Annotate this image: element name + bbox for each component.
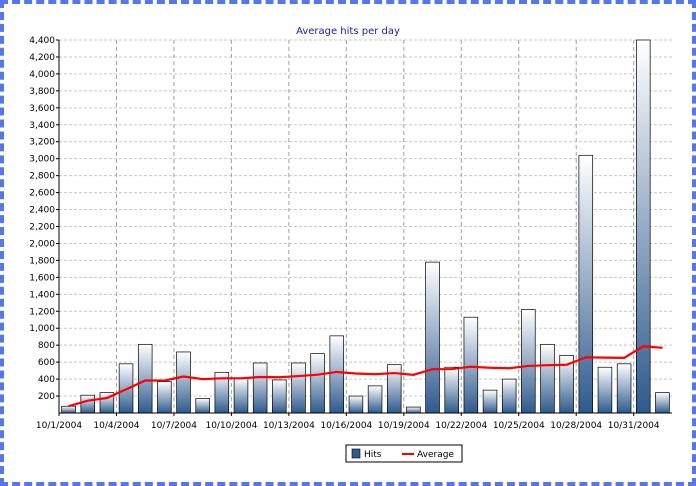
- bar-10/25/2004: [521, 309, 536, 414]
- y-tick-label-14: 3,000: [29, 155, 55, 165]
- bar-10/11/2004: [252, 362, 268, 414]
- bar-10/2/2004: [80, 394, 95, 414]
- bar-10/5/2004: [137, 343, 153, 414]
- bar-10/18/2004: [386, 364, 402, 414]
- legend-hits-label: Hits: [364, 450, 382, 460]
- bar-10/17/2004: [367, 385, 383, 414]
- y-tick-label-21: 4,400: [29, 36, 55, 46]
- x-tick-label-9: 10/28/2004: [550, 421, 602, 431]
- bar-10/22/2004: [463, 316, 479, 414]
- y-tick-label-6: 1,400: [29, 290, 55, 300]
- y-tick-label-18: 3,800: [29, 87, 55, 97]
- bar-10/28/2004: [578, 154, 594, 414]
- y-tick-label-9: 2,000: [29, 239, 55, 249]
- bar-10/13/2004: [291, 362, 306, 414]
- x-tick-label-4: 10/13/2004: [263, 421, 315, 431]
- y-tick-label-20: 4,200: [29, 53, 55, 63]
- y-tick-label-13: 2,800: [29, 172, 55, 182]
- bar-10/30/2004: [616, 363, 632, 414]
- bar-10/12/2004: [272, 379, 287, 414]
- x-tick-label-1: 10/4/2004: [93, 421, 139, 431]
- y-tick-label-10: 2,200: [29, 223, 55, 233]
- y-tick-label-2: 600: [38, 358, 55, 368]
- bar-10/29/2004: [597, 366, 613, 414]
- bar-10/23/2004: [482, 389, 498, 414]
- x-tick-label-5: 10/16/2004: [320, 421, 372, 431]
- x-tick-label-0: 10/1/2004: [36, 421, 82, 431]
- bar-10/10/2004: [233, 377, 249, 414]
- bar-10/15/2004: [329, 335, 345, 414]
- x-tick-label-2: 10/7/2004: [151, 421, 197, 431]
- y-tick-label-0: 200: [38, 392, 55, 402]
- legend: Hits Average: [345, 444, 463, 463]
- y-tick-label-12: 2,600: [29, 189, 55, 199]
- bar-11/1/2004: [655, 392, 670, 414]
- y-tick-label-4: 1,000: [29, 324, 55, 334]
- bar-10/19/2004: [406, 406, 421, 414]
- y-tick-label-5: 1,200: [29, 307, 55, 317]
- x-tick-labels: 10/1/2004 10/4/2004 10/7/2004 10/10/2004 10/…: [36, 421, 660, 431]
- y-tick-label-16: 3,400: [29, 121, 55, 131]
- bar-10/24/2004: [501, 378, 517, 414]
- average-series-line: [68, 345, 663, 408]
- bar-10/16/2004: [348, 395, 364, 414]
- x-tick-label-7: 10/22/2004: [435, 421, 487, 431]
- y-tick-label-7: 1,600: [29, 273, 55, 283]
- x-tick-label-8: 10/25/2004: [493, 421, 545, 431]
- chart-title: Average hits per day: [296, 26, 400, 37]
- axes: [56, 39, 672, 416]
- y-tick-labels: 200 400 600 800 1,000 1,200 1,400 1,600 1,800 2,0…: [29, 36, 55, 402]
- bar-10/21/2004: [444, 366, 459, 414]
- bar-10/1/2004: [61, 405, 76, 414]
- bar-10/14/2004: [310, 353, 325, 414]
- y-tick-label-8: 1,800: [29, 256, 55, 266]
- average-line: [68, 345, 663, 408]
- bar-10/7/2004: [176, 351, 191, 414]
- bar-10/20/2004: [425, 261, 440, 414]
- y-tick-label-17: 3,600: [29, 104, 55, 114]
- y-tick-label-15: 3,200: [29, 138, 55, 148]
- bar-10/26/2004: [540, 343, 555, 414]
- legend-average-label: Average: [417, 450, 454, 460]
- x-tick-label-6: 10/19/2004: [378, 421, 430, 431]
- y-tick-label-19: 4,000: [29, 70, 55, 80]
- x-tick-label-10: 10/31/2004: [608, 421, 660, 431]
- x-tick-label-3: 10/10/2004: [205, 421, 257, 431]
- bar-10/8/2004: [195, 398, 210, 414]
- bar-10/6/2004: [157, 381, 172, 414]
- y-tick-label-11: 2,400: [29, 206, 55, 216]
- bar-10/31/2004: [636, 39, 651, 414]
- y-tick-label-3: 800: [38, 341, 55, 351]
- legend-hits-swatch: [351, 448, 361, 459]
- y-tick-label-1: 400: [38, 375, 55, 385]
